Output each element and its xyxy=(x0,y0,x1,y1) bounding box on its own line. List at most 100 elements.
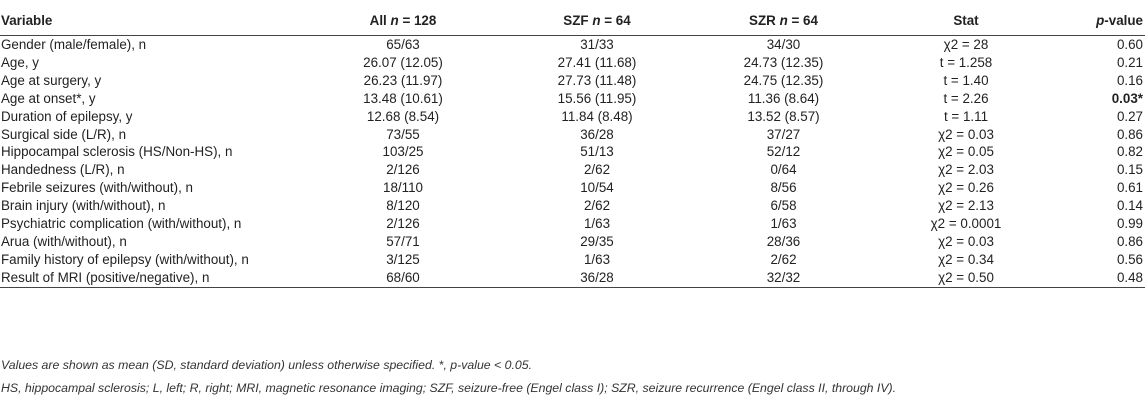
cell-szr: 1/63 xyxy=(770,216,797,232)
cell-p-value: 0.86 xyxy=(1116,233,1143,249)
cell-stat: χ2 = 0.26 xyxy=(938,180,994,196)
cell-p-value: 0.27 xyxy=(1116,108,1143,124)
table-row: Age, y 26.07 (12.05) 27.41 (11.68) 24.73… xyxy=(0,54,1145,72)
header-all: All n = 128 xyxy=(303,6,503,36)
header-szf-label: SZF xyxy=(563,13,589,28)
cell-variable: Handedness (L/R), n xyxy=(1,162,125,178)
cell-p-value: 0.14 xyxy=(1116,198,1143,214)
cell-szr: 11.36 (8.64) xyxy=(747,90,820,106)
cell-szf: 27.41 (11.68) xyxy=(557,54,637,70)
footnote-values: Values are shown as mean (SD, standard d… xyxy=(1,358,532,372)
cell-p-value: 0.60 xyxy=(1116,37,1143,52)
cell-szr: 34/30 xyxy=(766,37,801,52)
cell-stat: t = 1.40 xyxy=(943,72,989,88)
cell-all: 18/110 xyxy=(383,180,423,196)
cell-variable: Surgical side (L/R), n xyxy=(1,126,127,142)
cell-szf: 27.73 (11.48) xyxy=(557,72,637,88)
cell-szr: 24.75 (12.35) xyxy=(743,72,824,88)
cell-szf: 11.84 (8.48) xyxy=(561,108,633,124)
cell-all: 2/126 xyxy=(386,216,420,232)
cell-all: 26.23 (11.97) xyxy=(363,72,443,88)
table-row: Brain injury (with/without), n 8/120 2/6… xyxy=(0,197,1145,215)
table-row: Hippocampal sclerosis (HS/Non-HS), n 103… xyxy=(0,143,1145,161)
header-all-n: n xyxy=(390,13,399,28)
cell-all: 26.07 (12.05) xyxy=(363,54,443,70)
header-szr-count: = 64 xyxy=(791,13,818,28)
cell-p-value: 0.99 xyxy=(1116,216,1143,232)
table-row: Age at onset*, y 13.48 (10.61) 15.56 (11… xyxy=(0,90,1145,108)
cell-szr: 37/27 xyxy=(766,126,801,142)
cell-szr: 13.52 (8.57) xyxy=(747,108,820,124)
cell-szf: 29/35 xyxy=(580,233,614,249)
cell-stat: t = 1.258 xyxy=(939,54,993,70)
cell-all: 65/63 xyxy=(386,37,420,52)
cell-variable: Age, y xyxy=(1,54,39,70)
cell-stat: t = 2.26 xyxy=(943,90,989,106)
demographics-table: Variable All n = 128 SZF n = 64 SZR n = … xyxy=(0,6,1145,288)
cell-stat: t = 1.11 xyxy=(943,108,989,124)
cell-szr: 32/32 xyxy=(691,268,876,288)
cell-szf: 36/28 xyxy=(580,126,614,142)
cell-variable: Family history of epilepsy (with/without… xyxy=(1,251,249,267)
header-szr-label: SZR xyxy=(749,13,776,28)
table-row: Age at surgery, y 26.23 (11.97) 27.73 (1… xyxy=(0,72,1145,90)
cell-variable: Age at surgery, y xyxy=(1,72,102,88)
cell-variable: Gender (male/female), n xyxy=(1,37,147,52)
header-stat: Stat xyxy=(876,6,1056,36)
cell-stat: χ2 = 0.34 xyxy=(938,251,994,267)
cell-all: 73/55 xyxy=(386,126,420,142)
table-header-row: Variable All n = 128 SZF n = 64 SZR n = … xyxy=(0,6,1145,36)
header-all-label: All xyxy=(369,13,387,28)
table-row: Arua (with/without), n 57/71 29/35 28/36… xyxy=(0,233,1145,251)
header-szf-count: = 64 xyxy=(604,13,631,28)
cell-p-value: 0.15 xyxy=(1116,162,1143,178)
cell-szr: 28/36 xyxy=(766,233,801,249)
cell-szf: 31/33 xyxy=(580,37,614,52)
cell-all: 103/25 xyxy=(382,144,424,160)
cell-stat: χ2 = 0.05 xyxy=(938,144,994,160)
cell-stat: χ2 = 2.13 xyxy=(938,198,994,214)
cell-szf: 2/62 xyxy=(583,198,611,214)
cell-szf: 2/62 xyxy=(583,162,611,178)
cell-variable: Result of MRI (positive/negative), n xyxy=(0,268,303,288)
cell-all: 68/60 xyxy=(303,268,503,288)
cell-p-value-significant: 0.03* xyxy=(1111,90,1143,106)
cell-p-value: 0.86 xyxy=(1116,126,1143,142)
cell-szr: 8/56 xyxy=(770,180,797,196)
cell-p-value: 0.61 xyxy=(1116,180,1143,196)
table-row: Gender (male/female), n 65/63 31/33 34/3… xyxy=(0,36,1145,54)
cell-p-value: 0.16 xyxy=(1116,72,1143,88)
table-row: Surgical side (L/R), n 73/55 36/28 37/27… xyxy=(0,126,1145,144)
cell-stat: χ2 = 0.03 xyxy=(938,233,994,249)
footnote-abbreviations: HS, hippocampal sclerosis; L, left; R, r… xyxy=(1,381,897,395)
cell-variable: Psychiatric complication (with/without),… xyxy=(1,216,242,232)
cell-all: 57/71 xyxy=(386,233,420,249)
cell-stat: χ2 = 0.03 xyxy=(938,126,994,142)
cell-p-value: 0.48 xyxy=(1056,268,1145,288)
cell-p-value: 0.21 xyxy=(1116,54,1143,70)
cell-szf: 36/28 xyxy=(503,268,691,288)
cell-variable: Duration of epilepsy, y xyxy=(1,108,133,124)
table-row: Duration of epilepsy, y 12.68 (8.54) 11.… xyxy=(0,108,1145,126)
cell-all: 12.68 (8.54) xyxy=(366,108,440,124)
cell-variable: Age at onset*, y xyxy=(1,90,96,106)
cell-szf: 15.56 (11.95) xyxy=(557,90,637,106)
table-row: Handedness (L/R), n 2/126 2/62 0/64 χ2 =… xyxy=(0,161,1145,179)
header-all-count: = 128 xyxy=(402,13,437,28)
cell-szf: 51/13 xyxy=(580,144,614,160)
cell-szr: 6/58 xyxy=(770,198,797,214)
cell-all: 3/125 xyxy=(386,251,420,267)
cell-p-value: 0.82 xyxy=(1116,144,1143,160)
table-row: Psychiatric complication (with/without),… xyxy=(0,215,1145,233)
cell-p-value: 0.56 xyxy=(1116,251,1143,267)
cell-szr: 24.73 (12.35) xyxy=(743,54,824,70)
cell-szf: 1/63 xyxy=(583,251,611,267)
cell-all: 13.48 (10.61) xyxy=(363,90,443,106)
cell-stat: χ2 = 0.50 xyxy=(876,268,1056,288)
cell-all: 8/120 xyxy=(386,198,420,214)
cell-all: 2/126 xyxy=(386,162,420,178)
table-row: Family history of epilepsy (with/without… xyxy=(0,251,1145,269)
cell-szr: 2/62 xyxy=(770,251,797,267)
header-p-rest: -value xyxy=(1104,13,1143,28)
cell-variable: Arua (with/without), n xyxy=(1,233,127,249)
